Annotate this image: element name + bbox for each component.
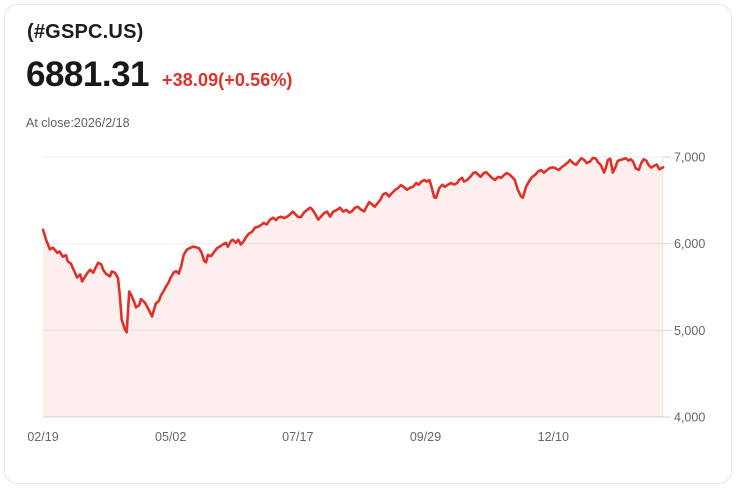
price-line xyxy=(41,156,665,334)
y-axis-label: 5,000 xyxy=(674,324,705,338)
x-axis-label: 05/02 xyxy=(155,430,186,444)
y-axis-label: 4,000 xyxy=(674,411,705,425)
x-axis-label: 07/17 xyxy=(282,430,313,444)
last-price: 6881.31 xyxy=(26,55,150,94)
area-fill xyxy=(43,157,663,417)
x-axis-label: 09/29 xyxy=(410,430,441,444)
price-change: +38.09(+0.56%) xyxy=(162,70,293,90)
x-axis-label: 02/19 xyxy=(27,430,58,444)
as-of-timestamp: At close:2026/2/18 xyxy=(26,116,130,130)
price-row: 6881.31 +38.09(+0.56%) xyxy=(26,55,293,94)
y-axis-label: 7,000 xyxy=(674,151,705,165)
x-axis-label: 12/10 xyxy=(538,430,569,444)
y-axis-label: 6,000 xyxy=(674,237,705,251)
symbol-title: (#GSPC.US) xyxy=(27,21,144,43)
